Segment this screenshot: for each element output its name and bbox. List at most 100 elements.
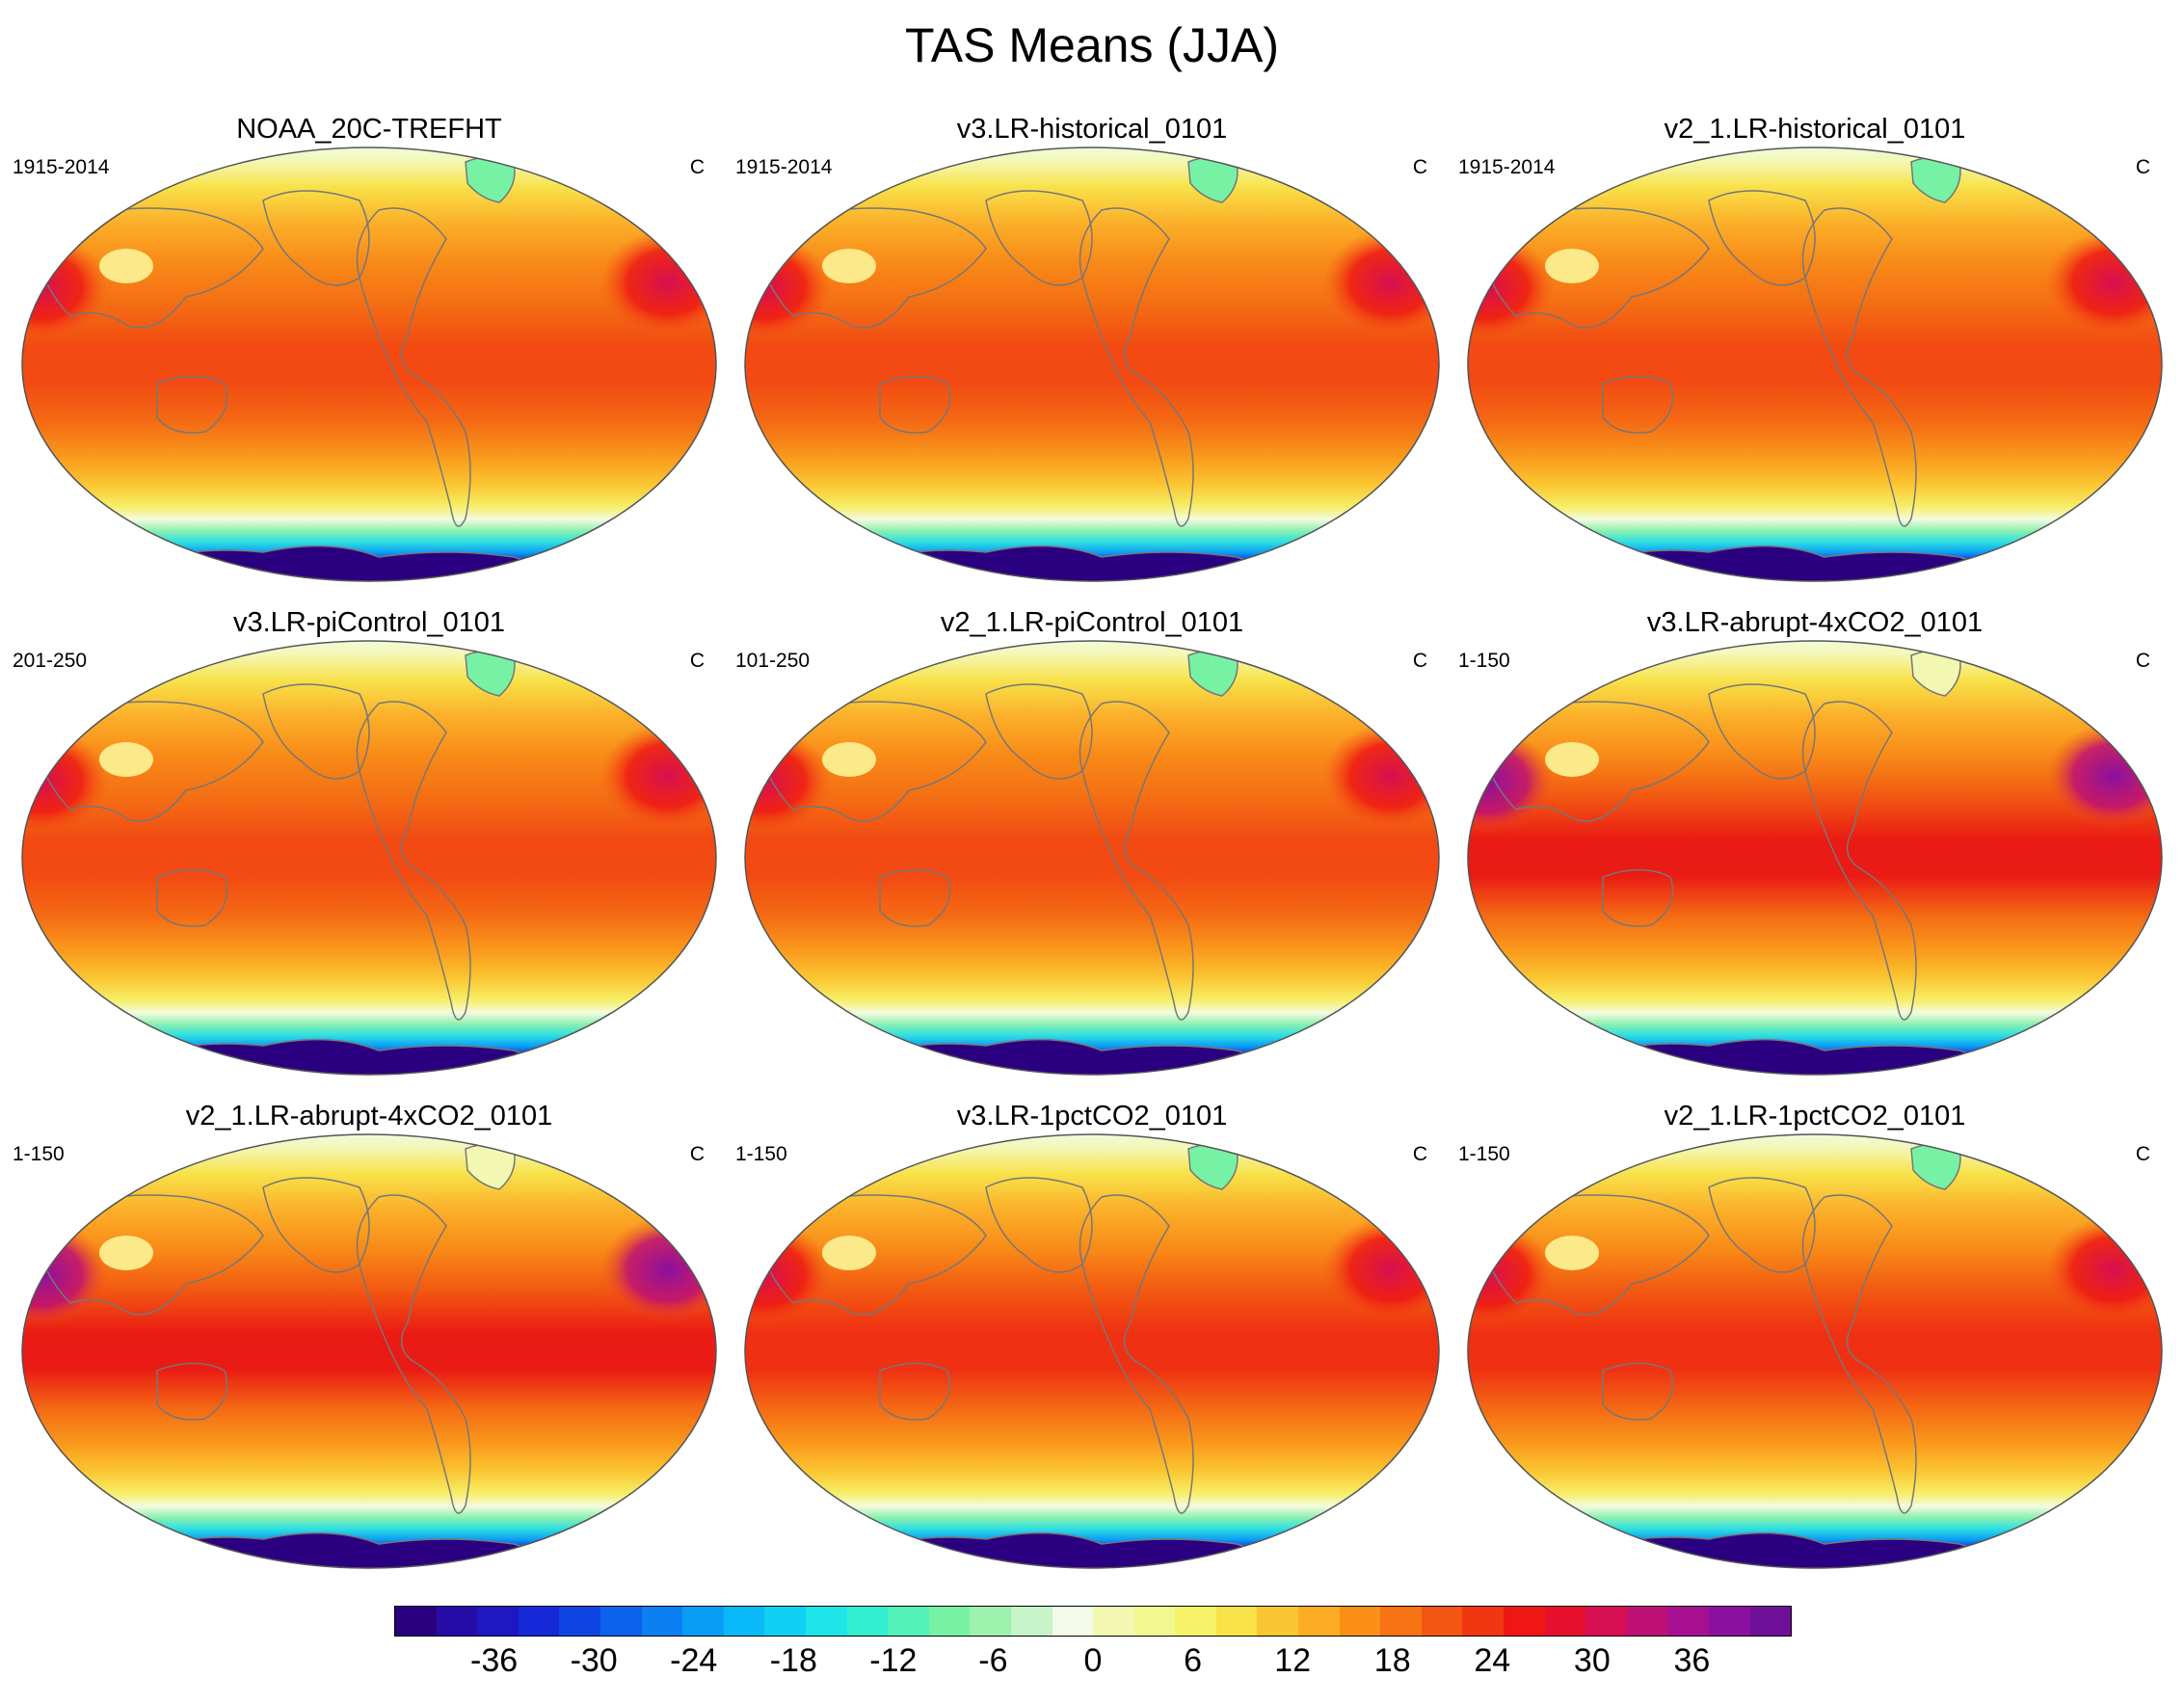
colorbar-swatch xyxy=(641,1607,683,1636)
coastline xyxy=(1477,1194,1710,1316)
coastline xyxy=(1708,683,1816,780)
coastline xyxy=(985,1177,1093,1273)
temperature-field xyxy=(1468,147,2162,581)
tibetan-plateau xyxy=(1545,742,1599,777)
temperature-field xyxy=(22,641,716,1075)
map-panel: v2_1.LR-historical_0101 1915-2014 C xyxy=(1458,114,2171,605)
temperature-field xyxy=(1468,641,2162,1075)
coastline xyxy=(754,701,987,822)
robinson-map xyxy=(21,146,717,582)
map-border xyxy=(21,640,717,1076)
tibetan-plateau xyxy=(99,742,153,777)
colorbar-labels: -36 -30 -24 -18 -12 -6 0 6 12 18 24 30 36 xyxy=(394,1642,1792,1681)
coastline xyxy=(1801,701,1917,1021)
coastline xyxy=(754,1194,987,1316)
coastline xyxy=(31,701,264,822)
coastline xyxy=(1602,375,1674,434)
colorbar-swatch xyxy=(1709,1607,1750,1636)
map-border xyxy=(1467,1133,2163,1569)
colorbar-swatch xyxy=(1421,1607,1463,1636)
robinson-map xyxy=(1467,640,2163,1076)
tibetan-plateau xyxy=(822,1236,876,1270)
coastline xyxy=(1602,868,1674,927)
panel-period: 201-250 xyxy=(13,650,88,672)
colorbar-swatch xyxy=(1585,1607,1627,1636)
robinson-map xyxy=(744,1133,1440,1569)
panel-units: C xyxy=(2135,156,2150,178)
map-panel: v2_1.LR-piControl_0101 101-250 C xyxy=(735,607,1449,1099)
robinson-map xyxy=(1467,1133,2163,1569)
map-panel: NOAA_20C-TREFHT 1915-2014 C xyxy=(13,114,726,605)
colorbar-swatch xyxy=(1626,1607,1668,1636)
map-border xyxy=(744,146,1440,582)
colorbar-label: -36 xyxy=(469,1642,519,1679)
panel-units: C xyxy=(689,1143,705,1165)
tibetan-plateau xyxy=(99,1236,153,1270)
coastline xyxy=(1477,207,1710,329)
map-panel: v2_1.LR-abrupt-4xCO2_0101 1-150 C xyxy=(13,1101,726,1592)
colorbar-swatch xyxy=(723,1607,765,1636)
colorbar-label: -18 xyxy=(769,1642,817,1679)
robinson-map xyxy=(1467,146,2163,582)
colorbar-swatch xyxy=(888,1607,929,1636)
map-panel: v2_1.LR-1pctCO2_0101 1-150 C xyxy=(1458,1101,2171,1592)
coastline xyxy=(31,207,264,329)
colorbar-label: 6 xyxy=(1184,1642,1203,1679)
panel-units: C xyxy=(1412,156,1427,178)
coastline xyxy=(156,1362,228,1421)
map-border xyxy=(1467,640,2163,1076)
colorbar-label: -12 xyxy=(869,1642,918,1679)
colorbar-swatch xyxy=(1504,1607,1545,1636)
colorbar-swatch xyxy=(1257,1607,1299,1636)
temperature-field xyxy=(745,1134,1439,1568)
panel-period: 1-150 xyxy=(1458,650,1510,672)
colorbar-label: 18 xyxy=(1373,1642,1411,1679)
coastline xyxy=(879,868,951,927)
colorbar-label: 12 xyxy=(1274,1642,1312,1679)
coastline xyxy=(1079,207,1194,527)
coastline xyxy=(1079,1194,1194,1514)
robinson-map xyxy=(21,1133,717,1569)
colorbar-swatch xyxy=(1749,1607,1792,1636)
temperature-field xyxy=(745,641,1439,1075)
colorbar-label: 30 xyxy=(1573,1642,1611,1679)
coastline xyxy=(1801,1194,1917,1514)
map-border xyxy=(21,1133,717,1569)
colorbar-swatch xyxy=(1133,1607,1176,1636)
panel-title: NOAA_20C-TREFHT xyxy=(236,114,502,145)
colorbar-swatch xyxy=(1175,1607,1216,1636)
colorbar-swatch xyxy=(764,1607,806,1636)
tibetan-plateau xyxy=(822,249,876,283)
coastline xyxy=(879,1362,951,1421)
colorbar-swatch xyxy=(559,1607,600,1636)
map-border xyxy=(21,146,717,582)
coastline xyxy=(985,683,1093,780)
colorbar-label: -24 xyxy=(670,1642,718,1679)
tibetan-plateau xyxy=(822,742,876,777)
colorbar-swatch xyxy=(1215,1607,1258,1636)
coastline xyxy=(262,190,370,286)
colorbar-swatch xyxy=(477,1607,519,1636)
coastline xyxy=(754,207,987,329)
map-border xyxy=(744,640,1440,1076)
colorbar-swatch xyxy=(805,1607,847,1636)
panel-period: 101-250 xyxy=(735,650,811,672)
colorbar-swatch xyxy=(1298,1607,1340,1636)
colorbar-swatch xyxy=(1667,1607,1709,1636)
colorbar-swatch xyxy=(1462,1607,1505,1636)
tibetan-plateau xyxy=(99,249,153,283)
panel-title: v3.LR-historical_0101 xyxy=(956,114,1228,145)
colorbar-swatch xyxy=(436,1607,478,1636)
coastline xyxy=(262,683,370,780)
panel-units: C xyxy=(1412,650,1427,672)
panel-period: 1-150 xyxy=(13,1143,65,1165)
panel-units: C xyxy=(1412,1143,1427,1165)
coastline xyxy=(356,207,471,527)
colorbar-swatch xyxy=(1339,1607,1381,1636)
panel-units: C xyxy=(2135,650,2150,672)
panel-title: v2_1.LR-abrupt-4xCO2_0101 xyxy=(185,1101,553,1132)
panel-title: v2_1.LR-piControl_0101 xyxy=(940,607,1244,638)
panel-units: C xyxy=(689,156,705,178)
panel-units: C xyxy=(689,650,705,672)
colorbar-swatch xyxy=(928,1607,971,1636)
